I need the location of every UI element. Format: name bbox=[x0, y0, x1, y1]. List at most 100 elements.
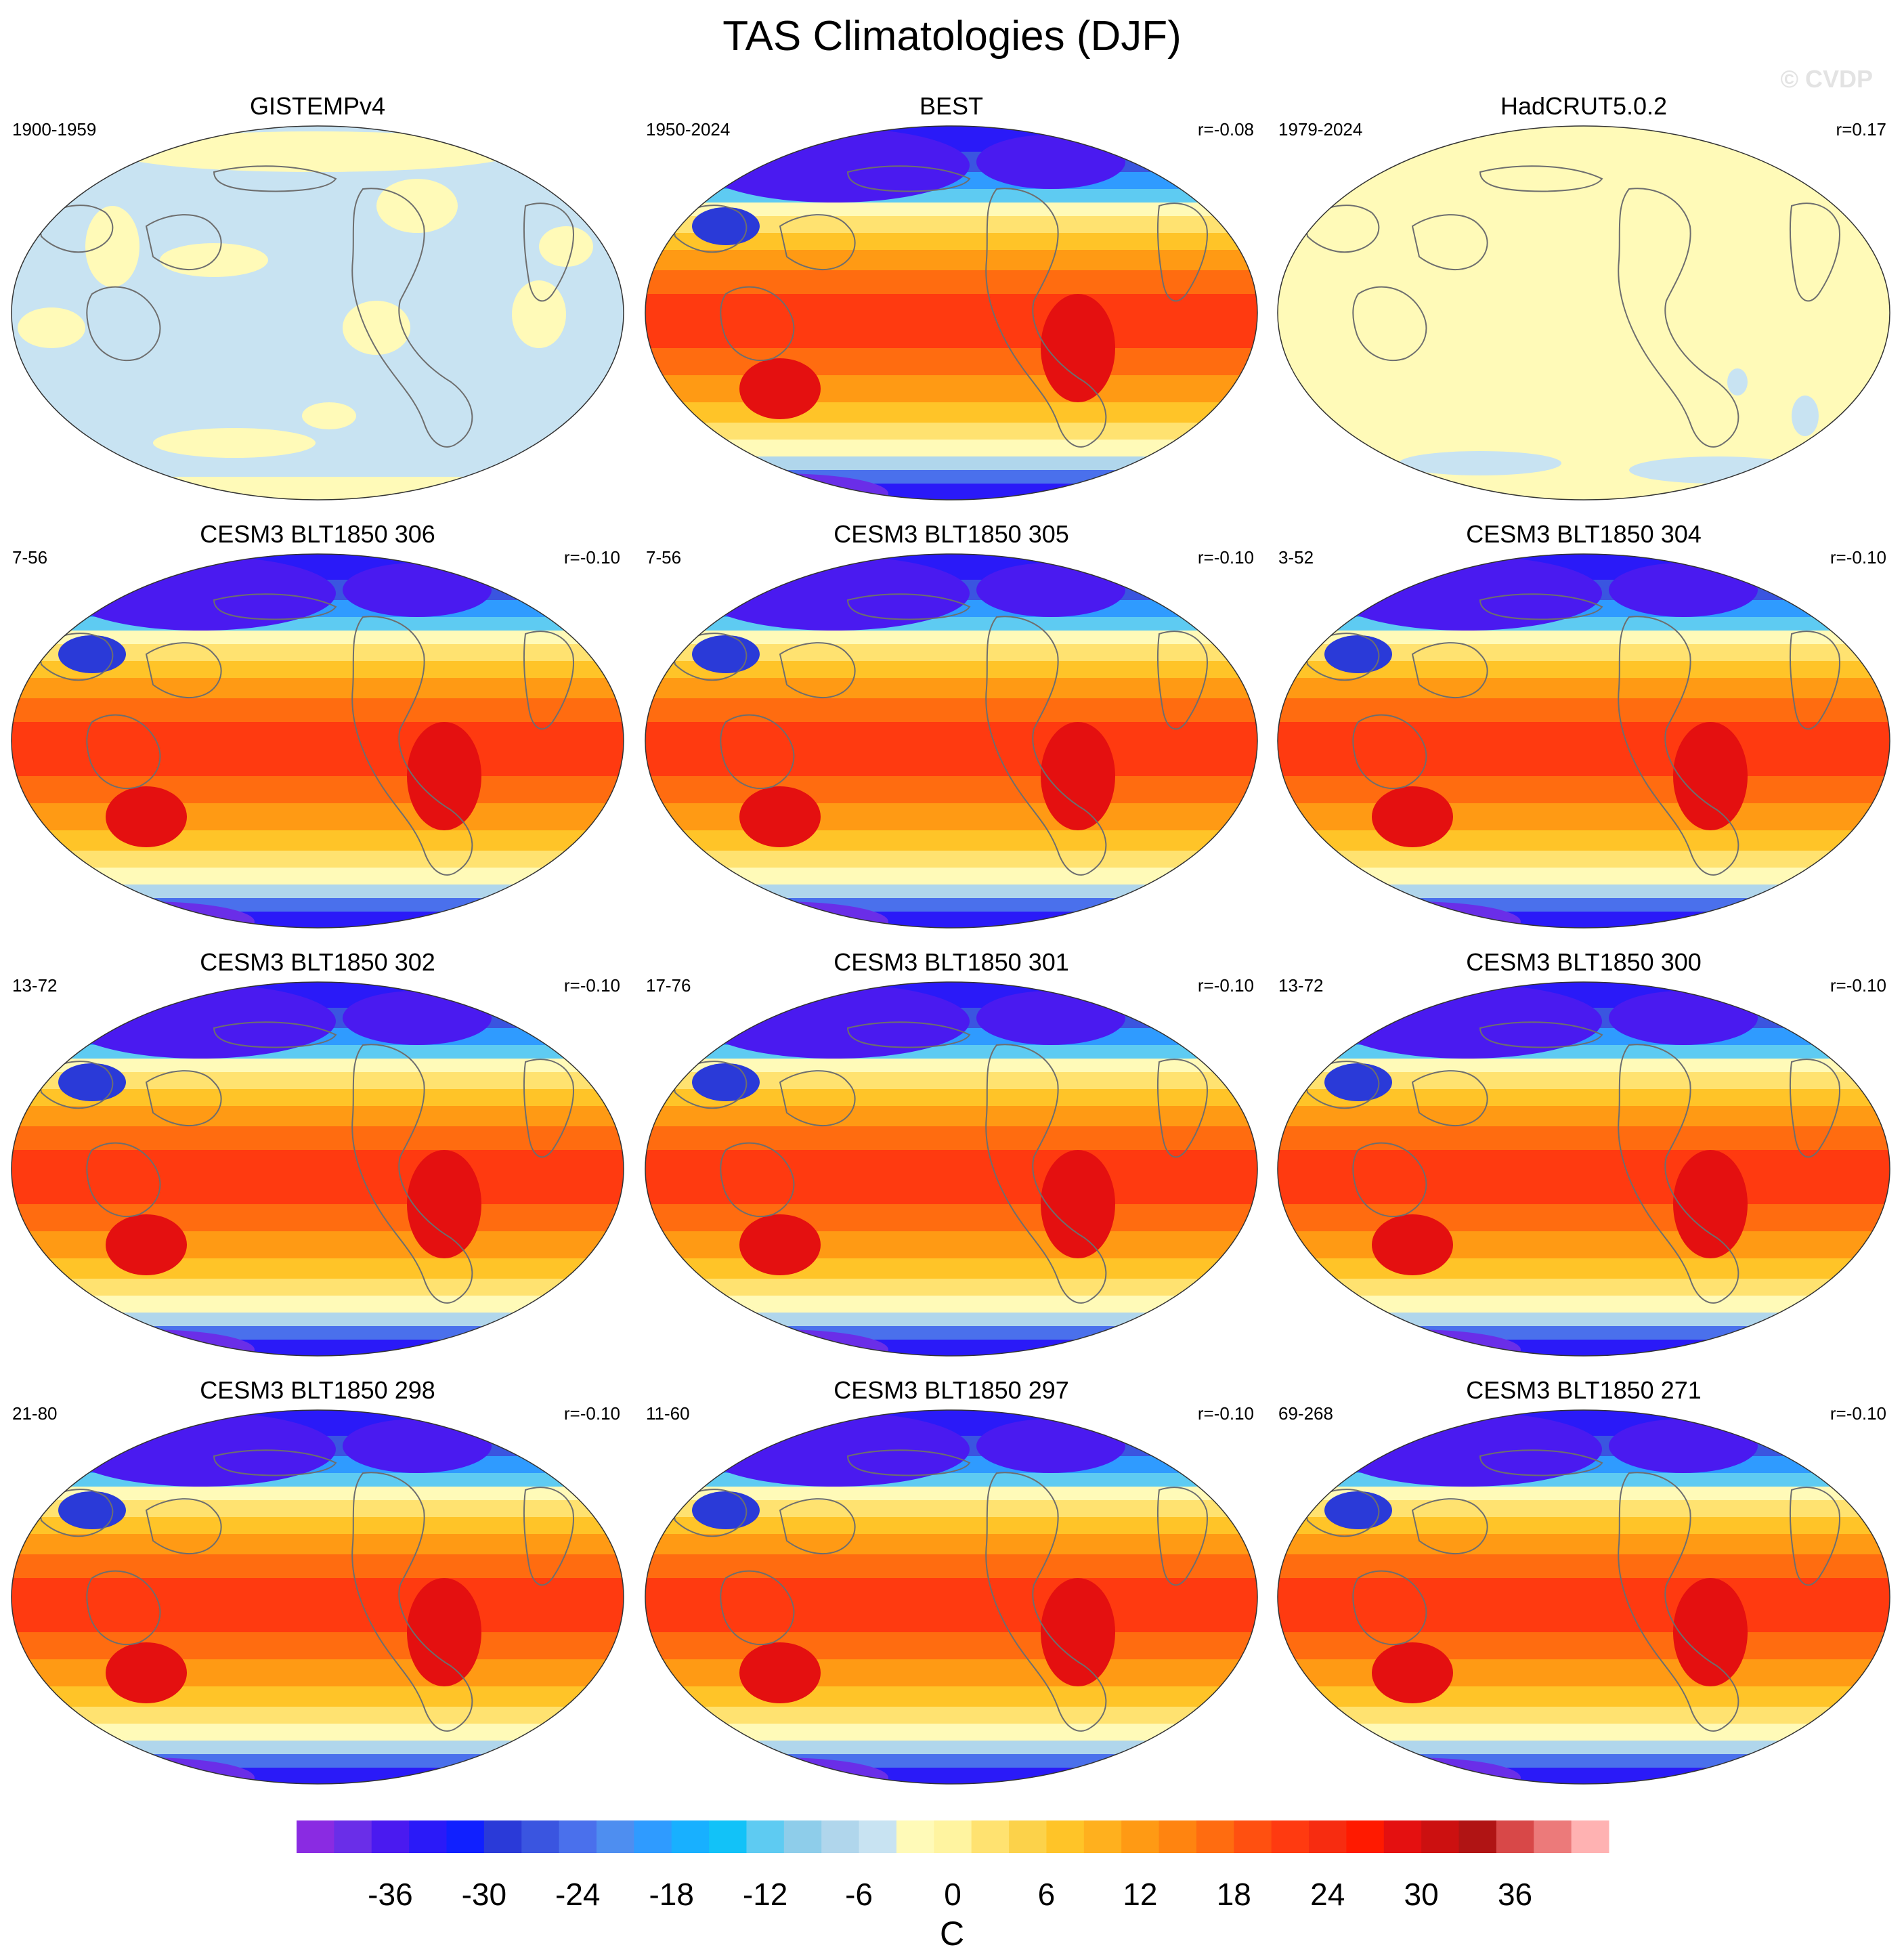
map-panel: CESM3 BLT1850 302 13-72 r=-0.10 bbox=[3, 948, 632, 1365]
coastlines bbox=[670, 1021, 1208, 1304]
panel-title: CESM3 BLT1850 300 bbox=[1466, 948, 1702, 976]
colorbar-box bbox=[446, 1820, 485, 1853]
colorbar-box bbox=[483, 1820, 522, 1853]
colorbar-tick-label: -24 bbox=[555, 1877, 601, 1912]
colorbar-box bbox=[559, 1820, 597, 1853]
map-plot bbox=[645, 981, 1258, 1357]
panel-correlation: r=-0.10 bbox=[563, 975, 620, 996]
map-plot bbox=[11, 981, 624, 1357]
coastlines bbox=[37, 593, 574, 876]
watermark: © CVDP bbox=[1780, 65, 1873, 93]
panel-title: CESM3 BLT1850 305 bbox=[834, 520, 1069, 548]
colorbar-box bbox=[634, 1820, 672, 1853]
colorbar-tick-label: -36 bbox=[368, 1877, 413, 1912]
panel-years: 1979-2024 bbox=[1278, 119, 1363, 140]
map-panel: CESM3 BLT1850 305 7-56 r=-0.10 bbox=[636, 520, 1266, 937]
panel-title: CESM3 BLT1850 297 bbox=[834, 1376, 1069, 1404]
panel-correlation: r=-0.10 bbox=[1830, 547, 1886, 568]
colorbar-box bbox=[596, 1820, 634, 1853]
panel-title: CESM3 BLT1850 302 bbox=[200, 948, 435, 976]
map-plot bbox=[1277, 1409, 1890, 1785]
colorbar-tick-label: 36 bbox=[1497, 1877, 1533, 1912]
panel-title: CESM3 BLT1850 306 bbox=[200, 520, 435, 548]
colorbar-box bbox=[934, 1820, 972, 1853]
coastlines bbox=[670, 165, 1208, 448]
colorbar-box bbox=[371, 1820, 410, 1853]
map-panel: BEST 1950-2024 r=-0.08 bbox=[636, 92, 1266, 509]
panel-years: 7-56 bbox=[12, 547, 48, 568]
map-panel: CESM3 BLT1850 300 13-72 r=-0.10 bbox=[1269, 948, 1899, 1365]
map-plot bbox=[1277, 981, 1890, 1357]
coastlines bbox=[670, 593, 1208, 876]
colorbar-box bbox=[1346, 1820, 1385, 1853]
colorbar-tick-label: 6 bbox=[1037, 1877, 1056, 1912]
panel-years: 13-72 bbox=[12, 975, 58, 996]
colorbar-box bbox=[1383, 1820, 1422, 1853]
colorbar-tick-label: 12 bbox=[1123, 1877, 1158, 1912]
panel-years: 69-268 bbox=[1278, 1403, 1333, 1424]
colorbar-box bbox=[521, 1820, 560, 1853]
panel-years: 13-72 bbox=[1278, 975, 1324, 996]
figure-title: TAS Climatologies (DJF) bbox=[722, 13, 1182, 60]
colorbar-box bbox=[1159, 1820, 1197, 1853]
panel-correlation: r=-0.10 bbox=[1197, 975, 1254, 996]
map-plot bbox=[11, 553, 624, 929]
colorbar-box bbox=[746, 1820, 785, 1853]
panel-title: HadCRUT5.0.2 bbox=[1500, 92, 1668, 120]
colorbar-tick-label: -6 bbox=[845, 1877, 873, 1912]
map-panel: CESM3 BLT1850 298 21-80 r=-0.10 bbox=[3, 1376, 632, 1793]
map-panel: CESM3 BLT1850 304 3-52 r=-0.10 bbox=[1269, 520, 1899, 937]
map-plot bbox=[11, 1409, 624, 1785]
coastlines bbox=[1303, 1021, 1840, 1304]
colorbar-units: C bbox=[939, 1915, 965, 1953]
coastlines bbox=[1303, 1449, 1840, 1732]
map-panel: CESM3 BLT1850 306 7-56 r=-0.10 bbox=[3, 520, 632, 937]
map-panel: GISTEMPv4 1900-1959 bbox=[3, 92, 632, 509]
panel-title: CESM3 BLT1850 301 bbox=[834, 948, 1069, 976]
colorbar-tick-label: 0 bbox=[944, 1877, 961, 1912]
map-panel: CESM3 BLT1850 297 11-60 r=-0.10 bbox=[636, 1376, 1266, 1793]
colorbar-box bbox=[971, 1820, 1010, 1853]
panel-years: 1900-1959 bbox=[12, 119, 97, 140]
panel-correlation: r=-0.10 bbox=[563, 547, 620, 568]
panel-correlation: r=-0.10 bbox=[1197, 1403, 1254, 1424]
map-panel: CESM3 BLT1850 301 17-76 r=-0.10 bbox=[636, 948, 1266, 1365]
panel-title: GISTEMPv4 bbox=[249, 92, 386, 120]
map-plot bbox=[11, 125, 624, 500]
colorbar-box bbox=[297, 1820, 334, 1853]
colorbar-tick-label: 24 bbox=[1310, 1877, 1345, 1912]
colorbar-box bbox=[783, 1820, 822, 1853]
panel-title: BEST bbox=[919, 92, 984, 120]
colorbar-tick-label: 18 bbox=[1216, 1877, 1251, 1912]
colorbar-box bbox=[1196, 1820, 1234, 1853]
map-panel: CESM3 BLT1850 271 69-268 r=-0.10 bbox=[1269, 1376, 1899, 1793]
panel-title: CESM3 BLT1850 271 bbox=[1466, 1376, 1702, 1404]
colorbar-box bbox=[1083, 1820, 1122, 1853]
coastlines bbox=[37, 1021, 574, 1304]
panel-correlation: r=-0.08 bbox=[1197, 119, 1254, 140]
colorbar-box bbox=[334, 1820, 372, 1853]
colorbar-box bbox=[1421, 1820, 1460, 1853]
map-plot bbox=[645, 553, 1258, 929]
panel-correlation: r=-0.10 bbox=[1197, 547, 1254, 568]
colorbar-box bbox=[1009, 1820, 1047, 1853]
coastlines bbox=[37, 165, 574, 448]
panel-title: CESM3 BLT1850 298 bbox=[200, 1376, 435, 1404]
colorbar-box bbox=[1121, 1820, 1160, 1853]
colorbar-tick-label: -12 bbox=[742, 1877, 788, 1912]
panel-title: CESM3 BLT1850 304 bbox=[1466, 520, 1702, 548]
map-plot bbox=[1277, 553, 1890, 929]
colorbar-box bbox=[409, 1820, 447, 1853]
panel-years: 1950-2024 bbox=[646, 119, 731, 140]
colorbar-box bbox=[1046, 1820, 1085, 1853]
colorbar-box bbox=[859, 1820, 897, 1853]
colorbar-box bbox=[671, 1820, 710, 1853]
colorbar-tick-label: -18 bbox=[649, 1877, 694, 1912]
coastlines bbox=[670, 1449, 1208, 1732]
colorbar-box bbox=[1571, 1820, 1609, 1853]
map-plot bbox=[1277, 125, 1890, 500]
map-plot bbox=[645, 125, 1258, 500]
panel-correlation: r=-0.10 bbox=[563, 1403, 620, 1424]
coastlines bbox=[1303, 165, 1840, 448]
colorbar-tick-label: -30 bbox=[461, 1877, 507, 1912]
